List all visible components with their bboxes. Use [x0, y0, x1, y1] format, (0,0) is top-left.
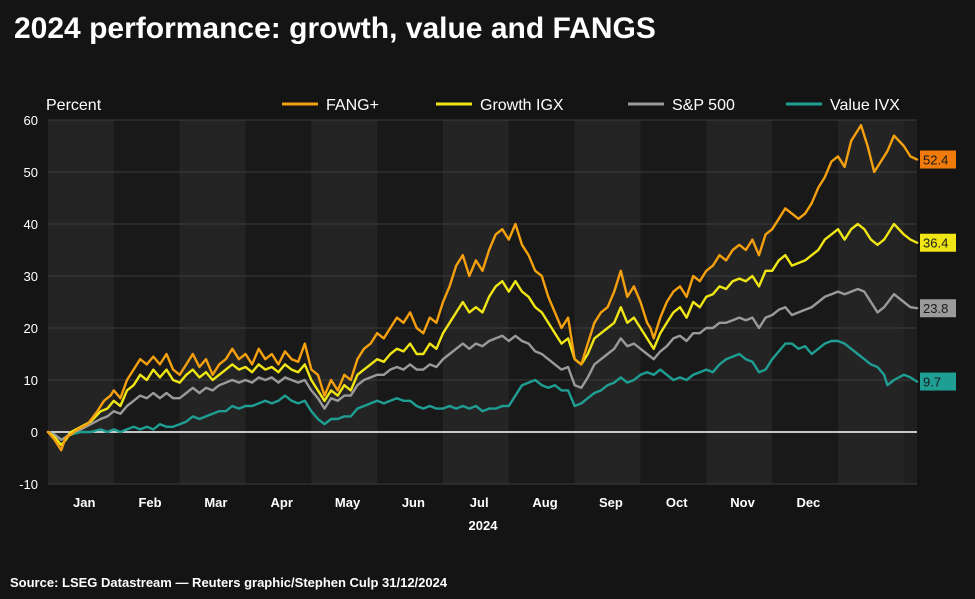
y-tick-label: 10 — [24, 373, 38, 388]
month-band — [706, 120, 773, 484]
x-tick-label: Oct — [666, 495, 688, 510]
y-tick-label: 30 — [24, 269, 38, 284]
x-tick-label: Nov — [730, 495, 755, 510]
month-band — [113, 120, 180, 484]
x-tick-label: Apr — [271, 495, 293, 510]
end-label-box — [920, 233, 956, 252]
chart-title: 2024 performance: growth, value and FANG… — [14, 12, 656, 45]
x-tick-label: Jul — [470, 495, 489, 510]
end-label-value: 36.4 — [923, 236, 948, 251]
x-tick-label: Mar — [204, 495, 227, 510]
end-label-value: 23.8 — [923, 301, 948, 316]
month-band — [640, 120, 707, 484]
x-tick-label: Sep — [599, 495, 623, 510]
series-line-fang- — [46, 124, 919, 452]
y-axis-label: Percent — [46, 97, 102, 114]
series-line-growth-igx — [46, 222, 919, 447]
x-tick-label: Jun — [402, 495, 425, 510]
y-tick-label: 60 — [24, 113, 38, 128]
end-label-box — [920, 299, 956, 318]
x-axis-label: 2024 — [469, 518, 499, 533]
month-bands — [48, 120, 917, 484]
end-label: 9.7 — [920, 372, 956, 391]
series-line-s-p-500 — [46, 287, 919, 441]
legend: FANG+ Growth IGX S&P 500 Value IVX — [282, 97, 900, 114]
end-label-box — [920, 150, 956, 169]
gridlines — [48, 119, 917, 485]
x-axis-ticks: Jan Feb Mar Apr May Jun Jul Aug Sep Oct Nov Dec — [73, 495, 820, 510]
y-tick-label: 20 — [24, 321, 38, 336]
end-label-box — [920, 372, 956, 391]
end-label: 52.4 — [920, 150, 956, 169]
legend-item: S&P 500 — [628, 97, 735, 114]
month-band — [377, 120, 443, 484]
y-tick-label: -10 — [19, 477, 38, 492]
month-band — [772, 120, 838, 484]
end-label-value: 52.4 — [923, 153, 948, 168]
month-band — [245, 120, 312, 484]
series-lines — [46, 124, 919, 452]
legend-item: FANG+ — [282, 97, 379, 114]
legend-label: Growth IGX — [480, 97, 564, 114]
month-band — [179, 120, 246, 484]
end-label: 36.4 — [920, 233, 956, 252]
x-tick-label: May — [335, 495, 361, 510]
legend-item: Growth IGX — [436, 97, 564, 114]
series-line-value-ivx — [46, 339, 919, 441]
end-label: 23.8 — [920, 299, 956, 318]
x-tick-label: Feb — [138, 495, 161, 510]
end-labels: 52.4 36.4 23.8 9.7 — [920, 150, 956, 391]
month-band — [443, 120, 509, 484]
month-band — [508, 120, 575, 484]
month-band — [574, 120, 641, 484]
month-band — [311, 120, 378, 484]
x-tick-label: Aug — [532, 495, 557, 510]
legend-label: Value IVX — [830, 97, 900, 114]
x-tick-label: Dec — [796, 495, 820, 510]
y-tick-label: 40 — [24, 217, 38, 232]
source-note: Source: LSEG Datastream — Reuters graphi… — [10, 575, 448, 590]
legend-label: S&P 500 — [672, 97, 735, 114]
x-tick-label: Jan — [73, 495, 95, 510]
y-tick-label: 50 — [24, 165, 38, 180]
legend-label: FANG+ — [326, 97, 379, 114]
y-axis-ticks: -10 0 10 20 30 40 50 60 — [19, 113, 38, 492]
month-band — [48, 120, 114, 484]
legend-item: Value IVX — [786, 97, 900, 114]
end-label-value: 9.7 — [923, 375, 941, 390]
y-tick-label: 0 — [31, 425, 38, 440]
